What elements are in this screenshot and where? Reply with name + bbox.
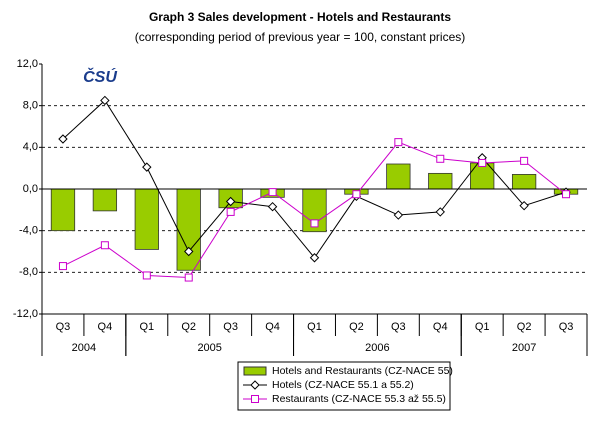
point <box>309 253 320 263</box>
bar <box>428 172 453 190</box>
point <box>225 196 236 207</box>
logo: ČSÚ <box>83 67 117 86</box>
x-tick-label: Q4 <box>98 321 113 333</box>
point <box>394 138 403 147</box>
x-tick-label: Q2 <box>517 321 532 333</box>
legend-label: Hotels and Restaurants (CZ-NACE 55) <box>272 365 453 377</box>
point <box>436 154 445 163</box>
point <box>58 134 68 144</box>
legend-box <box>237 361 451 411</box>
point <box>100 241 109 250</box>
y-tick-label: 8,0 <box>23 100 38 112</box>
bar <box>386 163 411 190</box>
legend-marker <box>251 395 259 403</box>
x-tick-label: Q3 <box>559 321 574 333</box>
x-tick-label: Q4 <box>433 321 448 333</box>
x-tick-label: Q3 <box>223 321 238 333</box>
point <box>184 273 193 282</box>
chart-subtitle: (corresponding period of previous year =… <box>135 30 466 44</box>
y-tick-label: 0,0 <box>23 183 38 195</box>
y-tick-label: -4,0 <box>19 225 38 237</box>
point <box>519 200 529 211</box>
point <box>142 162 152 172</box>
y-tick-label: -8,0 <box>19 266 38 278</box>
legend-label: Restaurants (CZ-NACE 55.3 až 55.5) <box>272 393 446 405</box>
point <box>520 156 529 165</box>
bar <box>511 174 537 190</box>
point <box>100 95 110 106</box>
point <box>352 190 361 199</box>
x-tick-label: Q1 <box>139 321 154 333</box>
point <box>267 202 278 212</box>
point <box>310 219 319 228</box>
x-tick-label: Q3 <box>56 321 71 333</box>
bar <box>176 188 201 271</box>
y-tick-label: 4,0 <box>23 141 38 153</box>
bar <box>50 188 76 232</box>
point <box>478 158 487 167</box>
x-tick-label: Q4 <box>265 321 280 333</box>
x-tick-label: Q2 <box>181 321 196 333</box>
point <box>435 207 445 217</box>
x-group-label: 2007 <box>512 342 536 354</box>
x-tick-label: Q2 <box>349 321 364 333</box>
y-tick-label: -12,0 <box>13 308 38 320</box>
x-tick-label: Q3 <box>391 321 406 333</box>
bar <box>92 188 118 212</box>
x-group-label: 2004 <box>72 342 96 354</box>
legend-marker <box>250 380 260 390</box>
chart-title: Graph 3 Sales development - Hotels and R… <box>149 10 451 24</box>
point <box>268 188 277 197</box>
x-group-label: 2005 <box>197 342 221 354</box>
x-group-label: 2006 <box>365 342 389 354</box>
point <box>562 190 571 199</box>
y-tick-label: 12,0 <box>17 58 38 70</box>
point <box>142 271 151 280</box>
point <box>58 262 67 271</box>
point <box>226 207 235 216</box>
point <box>184 246 194 257</box>
point <box>393 210 404 220</box>
legend-label: Hotels (CZ-NACE 55.1 a 55.2) <box>272 379 414 391</box>
bar <box>134 188 159 250</box>
x-tick-label: Q1 <box>475 321 490 333</box>
legend-swatch <box>243 366 267 376</box>
x-tick-label: Q1 <box>307 321 322 333</box>
